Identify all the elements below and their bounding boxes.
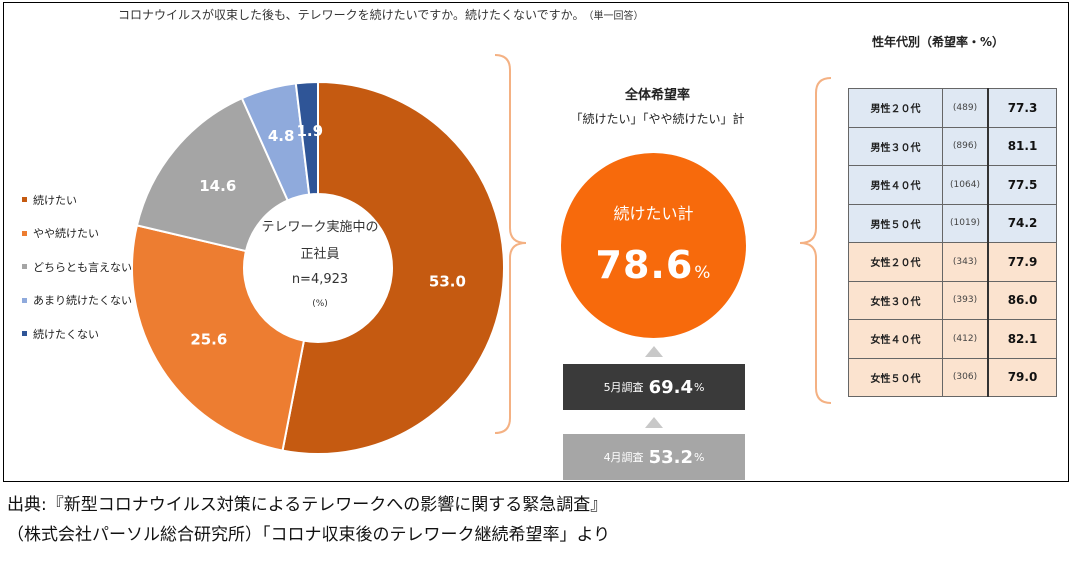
survey-may-unit: % bbox=[693, 380, 705, 394]
donut-slice bbox=[281, 80, 505, 455]
sample-size-cell: (1064) bbox=[942, 165, 989, 205]
age-table-row: 女性２０代 (343) 77.9 bbox=[848, 242, 1057, 282]
slice-value-label: 1.9 bbox=[296, 122, 323, 140]
age-table-row: 男性２０代 (489) 77.3 bbox=[848, 88, 1057, 128]
rate-value-cell: 77.5 bbox=[987, 165, 1057, 205]
age-group-cell: 男性４０代 bbox=[848, 165, 943, 205]
sample-size-cell: (1019) bbox=[942, 203, 989, 243]
age-table-title: 性年代別（希望率・%） bbox=[872, 35, 1005, 49]
legend-swatch bbox=[22, 264, 27, 270]
overall-title: 全体希望率 bbox=[624, 88, 690, 103]
center-label-line1: テレワーク実施中の bbox=[261, 220, 379, 235]
legend-item: やや続けたい bbox=[22, 217, 132, 251]
source-line1: 出典:『新型コロナウイルス対策によるテレワークへの影響に関する緊急調査』 bbox=[7, 495, 608, 515]
up-arrow-icon bbox=[645, 346, 663, 357]
age-table-row: 男性４０代 (1064) 77.5 bbox=[848, 165, 1057, 205]
rate-value-cell: 81.1 bbox=[987, 126, 1057, 166]
legend-label: 続けたい bbox=[33, 193, 77, 207]
age-group-cell: 女性５０代 bbox=[848, 357, 943, 397]
rate-value-cell: 77.3 bbox=[987, 88, 1057, 128]
donut-slice bbox=[131, 224, 306, 452]
donut-slice bbox=[294, 80, 319, 196]
age-table-row: 女性４０代 (412) 82.1 bbox=[848, 319, 1057, 359]
legend-item: 続けたくない bbox=[22, 317, 132, 351]
legend-swatch bbox=[22, 331, 27, 337]
age-table-row: 女性５０代 (306) 79.0 bbox=[848, 357, 1057, 397]
legend: 続けたいやや続けたいどちらとも言えない あまり続けたくない 続けたくない bbox=[22, 183, 132, 351]
question-text: コロナウイルスが収束した後も、テレワークを続けたいですか。続けたくないですか。（… bbox=[118, 6, 643, 23]
rate-value-cell: 79.0 bbox=[987, 357, 1057, 397]
age-table-row: 男性３０代 (896) 81.1 bbox=[848, 126, 1057, 166]
age-group-cell: 男性５０代 bbox=[848, 203, 943, 243]
source-text: 出典:『新型コロナウイルス対策によるテレワークへの影響に関する緊急調査』 （株式… bbox=[7, 490, 610, 550]
overall-subtitle: 「続けたい」「やや続けたい」計 bbox=[570, 112, 745, 126]
survey-may-value: 69.4 bbox=[648, 376, 693, 398]
sample-size-cell: (489) bbox=[942, 88, 989, 128]
rate-value-cell: 74.2 bbox=[987, 203, 1057, 243]
up-arrow-icon bbox=[645, 417, 663, 428]
overall-value: 78.6 bbox=[595, 243, 694, 287]
age-group-cell: 男性２０代 bbox=[848, 88, 943, 128]
sample-size-cell: (896) bbox=[942, 126, 989, 166]
rate-value-cell: 77.9 bbox=[987, 242, 1057, 282]
overall-circle-label: 続けたい計 bbox=[613, 204, 694, 223]
age-table-row: 男性５０代 (1019) 74.2 bbox=[848, 203, 1057, 243]
question-note: （単一回答） bbox=[588, 11, 644, 22]
sample-size-cell: (393) bbox=[942, 280, 989, 320]
overall-circle: 続けたい計 78.6% bbox=[561, 153, 746, 338]
legend-label: 続けたくない bbox=[33, 327, 99, 341]
sample-size-cell: (343) bbox=[942, 242, 989, 282]
survey-april-value: 53.2 bbox=[648, 446, 693, 468]
survey-may-label: 5月調査 bbox=[603, 381, 644, 394]
rate-value-cell: 86.0 bbox=[987, 280, 1057, 320]
survey-may: 5月調査 69.4% bbox=[563, 364, 745, 410]
slice-value-label: 14.6 bbox=[199, 177, 236, 195]
age-table: 男性２０代 (489) 77.3 男性３０代 (896) 81.1 男性４０代 (1064) 7… bbox=[848, 88, 1057, 397]
age-group-cell: 男性３０代 bbox=[848, 126, 943, 166]
rate-value-cell: 82.1 bbox=[987, 319, 1057, 359]
age-group-cell: 女性２０代 bbox=[848, 242, 943, 282]
legend-item: どちらとも言えない bbox=[22, 250, 132, 284]
slice-value-label: 4.8 bbox=[268, 127, 295, 145]
left-curly-bracket bbox=[799, 77, 832, 404]
legend-label: どちらとも言えない bbox=[33, 260, 132, 274]
sample-size-cell: (412) bbox=[942, 319, 989, 359]
center-label-n: n=4,923 bbox=[291, 272, 349, 287]
legend-label: やや続けたい bbox=[33, 227, 99, 241]
legend-item: 続けたい bbox=[22, 183, 132, 217]
survey-april-unit: % bbox=[693, 450, 705, 464]
right-curly-bracket bbox=[494, 54, 527, 434]
age-group-cell: 女性４０代 bbox=[848, 319, 943, 359]
age-table-row: 女性３０代 (393) 86.0 bbox=[848, 280, 1057, 320]
age-group-cell: 女性３０代 bbox=[848, 280, 943, 320]
center-label-unit: (%) bbox=[312, 299, 328, 309]
overall-circle-value: 78.6% bbox=[561, 243, 746, 287]
legend-item: あまり続けたくない bbox=[22, 284, 132, 318]
survey-april-label: 4月調査 bbox=[603, 451, 644, 464]
legend-swatch bbox=[22, 297, 27, 303]
question-main: コロナウイルスが収束した後も、テレワークを続けたいですか。続けたくないですか。 bbox=[118, 8, 585, 22]
donut-slice bbox=[135, 96, 290, 253]
legend-swatch bbox=[22, 197, 27, 203]
center-label-line2: 正社員 bbox=[300, 247, 340, 262]
legend-swatch bbox=[22, 230, 27, 236]
overall-unit: % bbox=[694, 263, 712, 283]
sample-size-cell: (306) bbox=[942, 357, 989, 397]
chart-frame bbox=[3, 2, 1069, 482]
slice-value-label: 53.0 bbox=[429, 272, 466, 290]
legend-label: あまり続けたくない bbox=[33, 294, 132, 308]
source-line2: （株式会社パーソル総合研究所）「コロナ収束後のテレワーク継続希望率」より bbox=[7, 525, 611, 545]
survey-april: 4月調査 53.2% bbox=[563, 434, 745, 480]
slice-value-label: 25.6 bbox=[190, 331, 227, 349]
